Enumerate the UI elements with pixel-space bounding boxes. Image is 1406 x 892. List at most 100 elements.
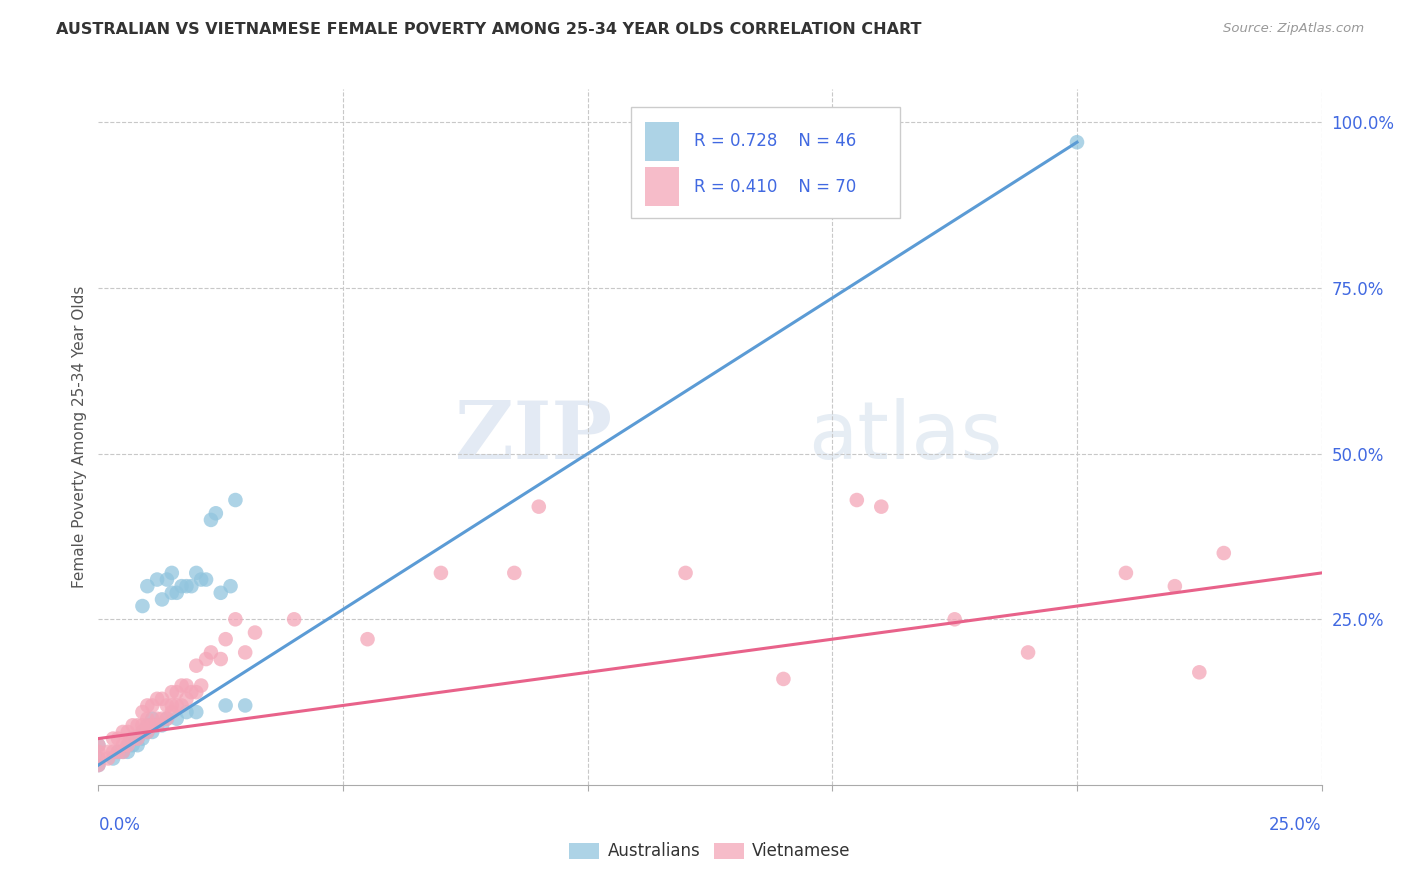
Point [170,579,193,593]
Point [87,738,110,752]
Point [1066,135,1088,149]
Point [200,513,222,527]
FancyBboxPatch shape [645,122,679,161]
Point [111,725,134,739]
Point [107,745,129,759]
Text: ZIP: ZIP [456,398,612,476]
Point [141,698,163,713]
Legend: Australians, Vietnamese: Australians, Vietnamese [562,836,858,867]
Point [166,698,188,713]
Point [107,745,129,759]
Point [150,712,173,726]
Point [160,566,183,580]
Point [131,725,153,739]
Point [87,758,110,772]
Point [190,679,212,693]
Text: AUSTRALIAN VS VIETNAMESE FEMALE POVERTY AMONG 25-34 YEAR OLDS CORRELATION CHART: AUSTRALIAN VS VIETNAMESE FEMALE POVERTY … [56,22,922,37]
Point [214,632,236,647]
Point [160,586,183,600]
Point [131,731,153,746]
Point [136,718,159,732]
Point [1188,665,1211,680]
Point [101,751,124,765]
Point [224,612,246,626]
Point [146,573,169,587]
Point [107,731,129,746]
Point [195,652,218,666]
Point [141,725,163,739]
Point [176,579,198,593]
Point [101,731,124,746]
Point [117,738,139,752]
Y-axis label: Female Poverty Among 25-34 Year Olds: Female Poverty Among 25-34 Year Olds [72,286,87,588]
Point [136,712,159,726]
Point [127,718,149,732]
Point [117,745,139,759]
Point [186,566,208,580]
Point [283,612,305,626]
Point [356,632,378,647]
Point [117,725,139,739]
Point [1017,645,1039,659]
Point [156,712,179,726]
Point [166,685,188,699]
Point [150,691,173,706]
Text: 25.0%: 25.0% [1270,816,1322,834]
Point [97,745,120,759]
Point [156,573,179,587]
Point [117,738,139,752]
Point [150,592,173,607]
Point [127,731,149,746]
FancyBboxPatch shape [630,106,900,218]
Point [503,566,526,580]
Point [772,672,794,686]
Point [209,652,232,666]
Point [170,679,193,693]
Point [87,751,110,765]
Point [160,685,183,699]
Point [136,698,159,713]
Text: R = 0.728    N = 46: R = 0.728 N = 46 [695,132,856,151]
Text: atlas: atlas [808,398,1002,476]
Point [219,579,242,593]
Point [243,625,266,640]
Point [136,725,159,739]
Point [146,712,169,726]
Point [1212,546,1234,560]
Point [121,731,143,746]
Point [121,738,143,752]
Text: Source: ZipAtlas.com: Source: ZipAtlas.com [1223,22,1364,36]
Point [150,718,173,732]
Point [1164,579,1187,593]
Text: R = 0.410    N = 70: R = 0.410 N = 70 [695,178,856,195]
Point [127,738,149,752]
Point [87,751,110,765]
Point [156,712,179,726]
Point [111,745,134,759]
Point [101,745,124,759]
Point [186,685,208,699]
Point [870,500,893,514]
Point [214,698,236,713]
Point [190,573,212,587]
Point [156,698,179,713]
Point [136,725,159,739]
FancyBboxPatch shape [645,168,679,206]
Point [180,579,202,593]
Point [527,500,550,514]
Point [176,679,198,693]
Point [141,712,163,726]
Point [136,718,159,732]
Point [200,645,222,659]
Point [233,645,256,659]
Point [170,698,193,713]
Point [131,718,153,732]
Point [430,566,453,580]
Point [111,745,134,759]
Point [131,725,153,739]
Point [209,586,232,600]
Point [131,705,153,719]
Point [111,738,134,752]
Point [146,691,169,706]
Point [176,691,198,706]
